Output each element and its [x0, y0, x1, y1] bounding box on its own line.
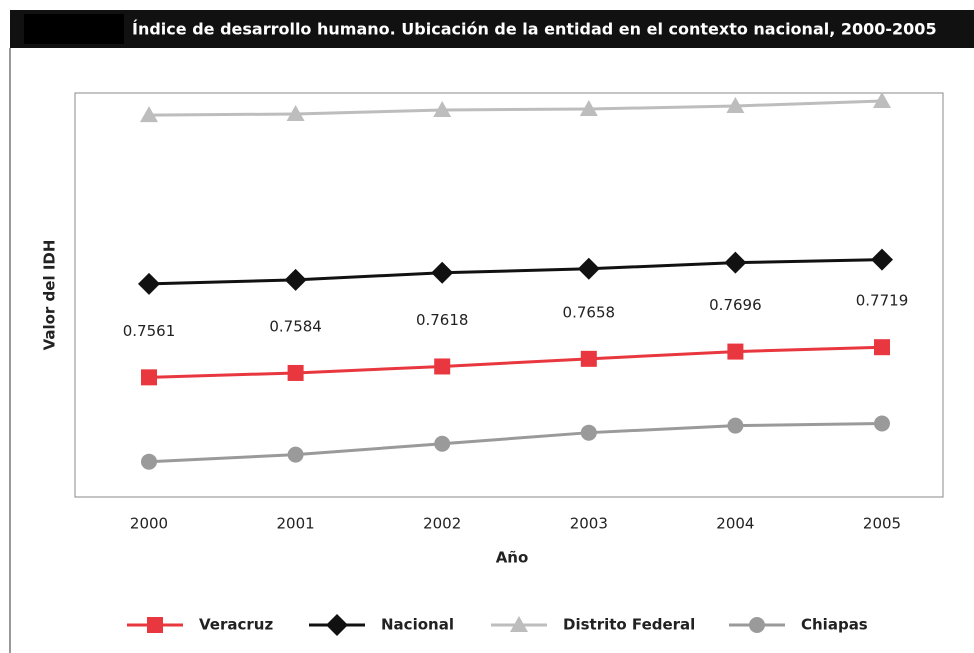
data-point	[580, 350, 597, 367]
data-point	[284, 268, 307, 291]
x-tick-label: 2003	[570, 515, 608, 533]
data-point	[138, 272, 160, 295]
data-point	[580, 424, 597, 441]
data-point	[433, 100, 452, 117]
data-point	[434, 358, 451, 375]
x-tick-label: 2001	[277, 515, 315, 533]
legend-label: Nacional	[381, 616, 454, 634]
series-line	[148, 345, 883, 379]
data-point	[141, 369, 157, 386]
series-line	[148, 422, 883, 464]
data-point	[727, 343, 744, 360]
redaction	[24, 14, 124, 44]
data-point	[873, 92, 891, 109]
legend-marker	[510, 616, 528, 632]
data-point	[724, 251, 747, 274]
legend-label: Chiapas	[801, 616, 868, 634]
data-point	[871, 248, 893, 271]
data-label: 0.7719	[856, 292, 909, 310]
data-point	[577, 257, 600, 280]
x-tick-label: 2002	[423, 515, 461, 533]
data-point	[286, 104, 305, 121]
y-axis-label: Valor del IDH	[41, 240, 59, 351]
data-point	[874, 415, 890, 432]
data-point	[287, 364, 304, 381]
data-label: 0.7696	[709, 296, 762, 314]
data-point	[287, 446, 304, 463]
legend-marker	[326, 614, 348, 636]
plot-area	[74, 92, 944, 498]
chart-title: Índice de desarrollo humano. Ubicación d…	[132, 20, 937, 39]
legend-label: Veracruz	[199, 616, 273, 634]
x-tick-label: 2005	[863, 515, 901, 533]
data-point	[434, 435, 451, 452]
data-point	[141, 453, 157, 470]
series-line	[148, 258, 883, 286]
legend-label: Distrito Federal	[563, 616, 695, 634]
x-tick-label: 2004	[716, 515, 754, 533]
data-point	[727, 417, 744, 434]
data-label: 0.7561	[123, 322, 176, 340]
legend-marker	[749, 617, 765, 633]
data-label: 0.7658	[563, 303, 616, 321]
legend-marker	[147, 617, 163, 633]
data-point	[874, 339, 890, 356]
data-point	[579, 100, 598, 117]
title-bar	[10, 10, 974, 48]
data-point	[140, 106, 158, 123]
series-line	[148, 99, 883, 117]
data-point	[431, 261, 454, 284]
x-tick-label: 2000	[130, 515, 168, 533]
data-label: 0.7618	[416, 311, 469, 329]
x-axis-label: Año	[496, 549, 529, 567]
data-label: 0.7584	[269, 317, 322, 335]
data-point	[726, 96, 745, 113]
